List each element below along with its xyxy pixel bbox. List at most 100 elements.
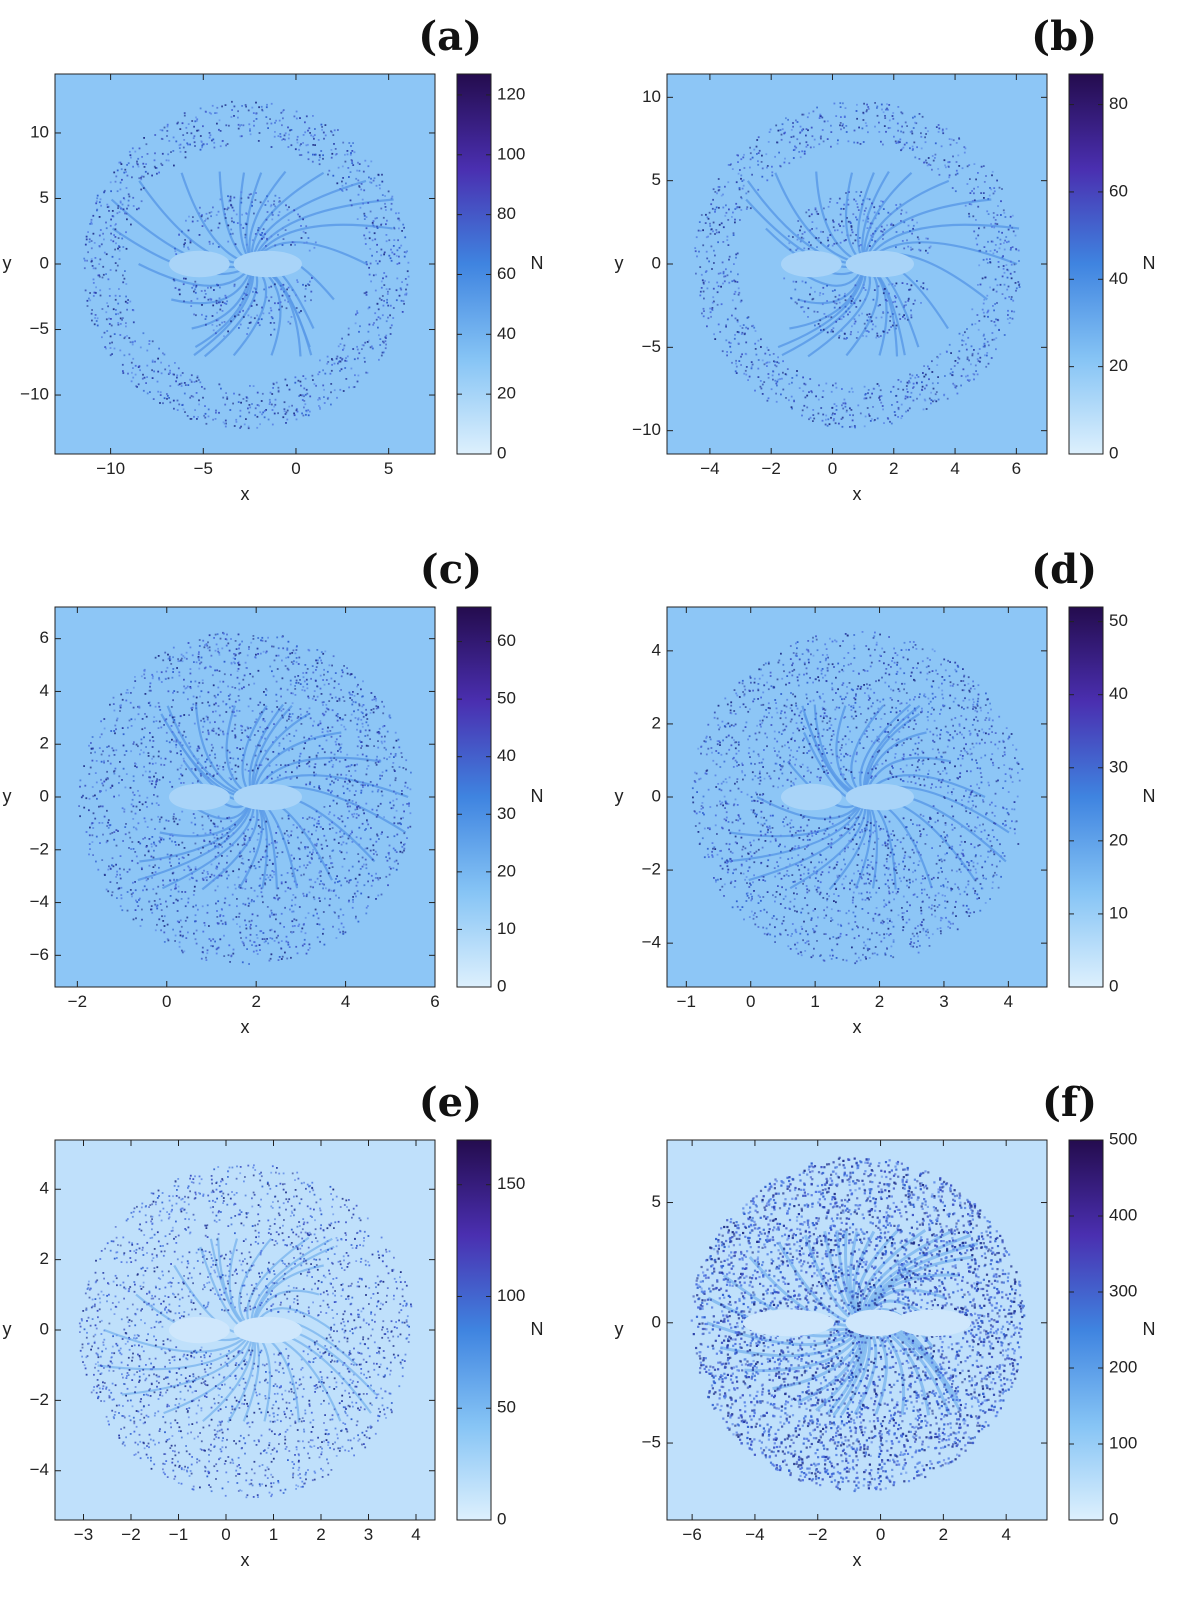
colorbar-tick-label: 0 [1109, 443, 1118, 462]
y-tick-label: 2 [40, 1249, 49, 1268]
x-tick-label: 0 [221, 1525, 230, 1544]
colorbar-tick-label: 300 [1109, 1281, 1137, 1300]
colorbar-tick-label: 0 [497, 1509, 506, 1528]
colorbar-label: N [1143, 1319, 1156, 1339]
x-tick-label: 2 [889, 459, 898, 478]
x-tick-label: −3 [74, 1525, 93, 1544]
x-axis-label: x [241, 1550, 250, 1570]
colorbar [1068, 606, 1104, 988]
y-tick-label: −6 [30, 945, 49, 964]
colorbar-tick-label: 20 [497, 861, 516, 880]
panel-label: (f) [1042, 1079, 1097, 1126]
x-tick-label: −4 [700, 459, 719, 478]
x-tick-label: −2 [121, 1525, 140, 1544]
x-tick-label: 0 [162, 992, 171, 1011]
x-tick-label: 3 [364, 1525, 373, 1544]
colorbar-tick-label: 50 [497, 689, 516, 708]
panel-label: (a) [418, 13, 482, 60]
x-tick-label: 2 [316, 1525, 325, 1544]
y-tick-label: −2 [642, 860, 661, 879]
x-tick-label: −2 [68, 992, 87, 1011]
x-tick-label: 2 [939, 1525, 948, 1544]
x-tick-label: 2 [875, 992, 884, 1011]
y-tick-label: −10 [632, 420, 661, 439]
x-tick-label: 0 [876, 1525, 885, 1544]
y-axis-label: y [3, 786, 12, 806]
colorbar [456, 606, 492, 988]
colorbar-tick-label: 80 [1109, 94, 1128, 113]
panel-b: (b) −4 −2 0 2 4 6 −10 −5 0 5 10 x y 0 20 40 60 80 N [615, 13, 1156, 504]
y-tick-label: 2 [652, 713, 661, 732]
colorbar-tick-label: 0 [1109, 1509, 1118, 1528]
x-axis-label: x [241, 484, 250, 504]
colorbar-tick-label: 50 [1109, 611, 1128, 630]
y-tick-label: −4 [30, 892, 49, 911]
x-tick-label: 3 [939, 992, 948, 1011]
y-tick-label: 10 [642, 87, 661, 106]
x-tick-label: −6 [682, 1525, 701, 1544]
colorbar-tick-label: 60 [497, 264, 516, 283]
colorbar-tick-label: 20 [497, 384, 516, 403]
x-tick-label: −4 [745, 1525, 764, 1544]
y-tick-label: 0 [40, 1319, 49, 1338]
colorbar-label: N [1143, 786, 1156, 806]
y-tick-label: 4 [40, 1179, 49, 1198]
colorbar [456, 73, 492, 455]
heatmap [667, 74, 1047, 454]
colorbar-tick-label: 60 [1109, 181, 1128, 200]
colorbar-tick-label: 0 [497, 443, 506, 462]
colorbar-tick-label: 20 [1109, 356, 1128, 375]
y-tick-label: 5 [40, 188, 49, 207]
y-tick-label: 2 [40, 734, 49, 753]
colorbar [1068, 1139, 1104, 1521]
colorbar-tick-label: 50 [497, 1398, 516, 1417]
colorbar-tick-label: 400 [1109, 1205, 1137, 1224]
colorbar-tick-label: 40 [497, 746, 516, 765]
y-tick-label: 4 [652, 640, 661, 659]
x-tick-label: 1 [810, 992, 819, 1011]
x-tick-label: 4 [1004, 992, 1013, 1011]
y-tick-label: 0 [652, 786, 661, 805]
heatmap [55, 74, 435, 454]
y-axis-label: y [615, 253, 624, 273]
colorbar-tick-label: 200 [1109, 1357, 1137, 1376]
x-tick-label: 0 [291, 459, 300, 478]
x-tick-label: 5 [384, 459, 393, 478]
heatmap [667, 607, 1047, 987]
colorbar-label: N [531, 253, 544, 273]
colorbar-tick-label: 0 [497, 976, 506, 995]
colorbar-tick-label: 500 [1109, 1129, 1137, 1148]
x-axis-label: x [853, 1550, 862, 1570]
x-tick-label: 4 [411, 1525, 420, 1544]
panel-a: (a) −10 −5 0 5 −10 −5 0 5 10 x y 0 20 40 60 80 100 120 N [3, 13, 544, 504]
x-tick-label: 4 [950, 459, 959, 478]
colorbar-tick-label: 60 [497, 631, 516, 650]
x-tick-label: 1 [269, 1525, 278, 1544]
y-tick-label: −4 [30, 1460, 49, 1479]
y-tick-label: 0 [652, 1312, 661, 1331]
x-axis-label: x [853, 484, 862, 504]
y-tick-label: −2 [30, 839, 49, 858]
x-axis-label: x [241, 1017, 250, 1037]
x-tick-label: −1 [169, 1525, 188, 1544]
colorbar-tick-label: 150 [497, 1174, 525, 1193]
y-tick-label: 4 [40, 681, 49, 700]
x-tick-label: 6 [1012, 459, 1021, 478]
x-tick-label: 0 [746, 992, 755, 1011]
colorbar-tick-label: 100 [1109, 1433, 1137, 1452]
colorbar-tick-label: 10 [497, 919, 516, 938]
x-tick-label: −5 [194, 459, 213, 478]
y-tick-label: 0 [40, 253, 49, 272]
y-tick-label: 5 [652, 170, 661, 189]
y-axis-label: y [615, 786, 624, 806]
x-tick-label: −1 [677, 992, 696, 1011]
y-tick-label: −5 [642, 337, 661, 356]
colorbar-tick-label: 100 [497, 144, 525, 163]
panel-label: (d) [1031, 546, 1097, 593]
colorbar-tick-label: 40 [1109, 684, 1128, 703]
y-axis-label: y [3, 253, 12, 273]
y-tick-label: −5 [642, 1433, 661, 1452]
x-axis-label: x [853, 1017, 862, 1037]
y-tick-label: −2 [30, 1390, 49, 1409]
